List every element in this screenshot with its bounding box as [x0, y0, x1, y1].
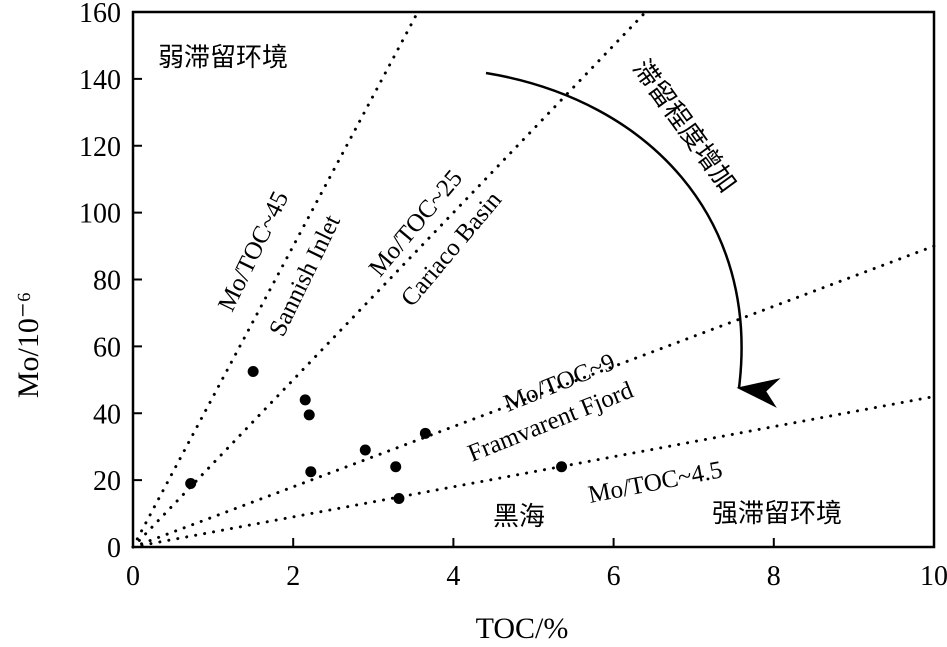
x-tick-label: 6: [607, 561, 621, 592]
strong-retention-label: 强滞留环境: [712, 499, 842, 529]
reference-line-mo-toc-25: [131, 10, 648, 549]
y-tick-label: 160: [79, 0, 121, 29]
y-axis-title: Mo/10⁻⁶: [12, 292, 45, 398]
data-point: [393, 493, 405, 505]
data-point: [303, 409, 315, 421]
data-point: [390, 461, 402, 473]
reference-line-mo-toc-45: [131, 10, 420, 549]
y-tick-label: 60: [93, 332, 121, 363]
y-tick-label: 80: [93, 266, 121, 297]
y-tick-label: 0: [107, 533, 121, 564]
reference-lines: [131, 10, 936, 549]
x-tick-label: 4: [446, 561, 460, 592]
reference-line-mo-toc-9: [131, 244, 936, 549]
y-tick-label: 20: [93, 466, 121, 497]
x-tick-label: 10: [920, 561, 947, 592]
weak-retention-label: 弱滞留环境: [158, 43, 288, 73]
data-point: [419, 427, 431, 439]
y-tick-label: 120: [79, 132, 121, 163]
black-sea-label: 黑海: [493, 502, 545, 532]
data-point: [305, 466, 317, 478]
y-tick-label: 40: [93, 399, 121, 430]
retention-arrow: [485, 71, 781, 408]
data-point: [185, 477, 197, 489]
data-point: [556, 461, 568, 473]
x-axis-title: TOC/%: [476, 612, 569, 642]
x-tick-label: 8: [767, 561, 781, 592]
y-tick-label: 100: [79, 199, 121, 230]
data-point: [299, 394, 311, 406]
data-point: [359, 444, 371, 456]
ratio-4-5-label: Mo/TOC~4.5: [586, 456, 725, 508]
reference-line-mo-toc-4-5: [131, 395, 936, 549]
data-points: [185, 365, 568, 505]
data-point: [247, 365, 259, 377]
y-tick-label: 140: [79, 65, 121, 96]
x-tick-label: 0: [126, 561, 140, 592]
retention-increase-label: 滞留程度增加: [626, 54, 742, 198]
x-tick-label: 2: [286, 561, 300, 592]
